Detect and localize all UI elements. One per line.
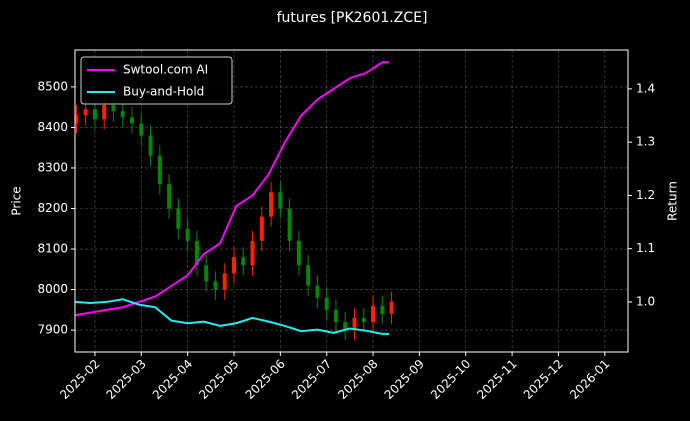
series-line [74, 298, 390, 335]
candle-body [148, 135, 153, 156]
candle-body [371, 305, 376, 323]
candle-body [296, 240, 301, 266]
candle-body [306, 265, 311, 286]
chart-title: futures [PK2601.ZCE] [277, 10, 428, 26]
candle-body [102, 105, 107, 120]
y2-tick-label: 1.0 [636, 294, 655, 308]
x-tick-label: 2025-06 [243, 357, 288, 402]
candle-body [380, 305, 385, 314]
candle-body [176, 208, 181, 229]
y2-tick-label: 1.1 [636, 241, 655, 255]
y2-tick-label: 1.3 [636, 135, 655, 149]
candle-body [361, 317, 366, 323]
candle-body [389, 301, 394, 314]
y2-axis-label: Return [666, 181, 680, 221]
x-tick-label: 2025-03 [104, 357, 149, 402]
candle-body [204, 265, 209, 282]
candle-body [194, 240, 199, 266]
y-tick-label: 8100 [37, 242, 68, 256]
x-tick-label: 2025-05 [196, 357, 241, 402]
y-axis-label: Price [10, 186, 24, 215]
candle-body [139, 123, 144, 136]
x-tick-label: 2025-10 [428, 357, 473, 402]
x-tick-label: 2025-04 [150, 357, 195, 402]
candle-body [185, 228, 190, 241]
y-tick-label: 8000 [37, 282, 68, 296]
y-tick-label: 8300 [37, 160, 68, 174]
x-tick-label: 2025-08 [335, 357, 380, 402]
candle-body [130, 117, 135, 124]
y-tick-label: 7900 [37, 323, 68, 337]
candle-body [278, 192, 283, 209]
candle-body [213, 281, 218, 290]
candle-body [157, 155, 162, 185]
candle-body [352, 317, 357, 331]
x-tick-label: 2025-02 [57, 357, 102, 402]
candle-body [92, 109, 97, 120]
candle-body [222, 273, 227, 290]
candle-body [74, 115, 79, 124]
candle-body [231, 257, 236, 274]
candle-body [83, 109, 88, 116]
legend-box [80, 56, 233, 105]
legend-label: Swtool.com AI [123, 63, 208, 77]
candle-body [241, 257, 246, 266]
candle-body [269, 192, 274, 217]
y-tick-label: 8500 [37, 79, 68, 93]
x-tick-label: 2025-12 [521, 357, 566, 402]
candle-body [315, 285, 320, 298]
legend-label: Buy-and-Hold [123, 85, 204, 99]
x-tick-label: 2025-09 [382, 357, 427, 402]
series-line [74, 61, 390, 317]
candle-body [259, 216, 264, 241]
y2-tick-label: 1.4 [636, 81, 655, 95]
x-tick-label: 2025-11 [474, 357, 519, 402]
candle-body [343, 322, 348, 331]
candle-body [167, 184, 172, 209]
x-tick-label: 2025-07 [289, 357, 334, 402]
y-tick-label: 8400 [37, 120, 68, 134]
plot-frame [74, 49, 629, 353]
candle-body [120, 111, 125, 118]
candle-body [333, 309, 338, 323]
y-tick-label: 8200 [37, 201, 68, 215]
candle-body [111, 105, 116, 112]
candle-body [250, 240, 255, 266]
x-tick-label: 2026-01 [567, 357, 612, 402]
candle-body [287, 208, 292, 241]
candle-body [324, 297, 329, 310]
y2-tick-label: 1.2 [636, 188, 655, 202]
